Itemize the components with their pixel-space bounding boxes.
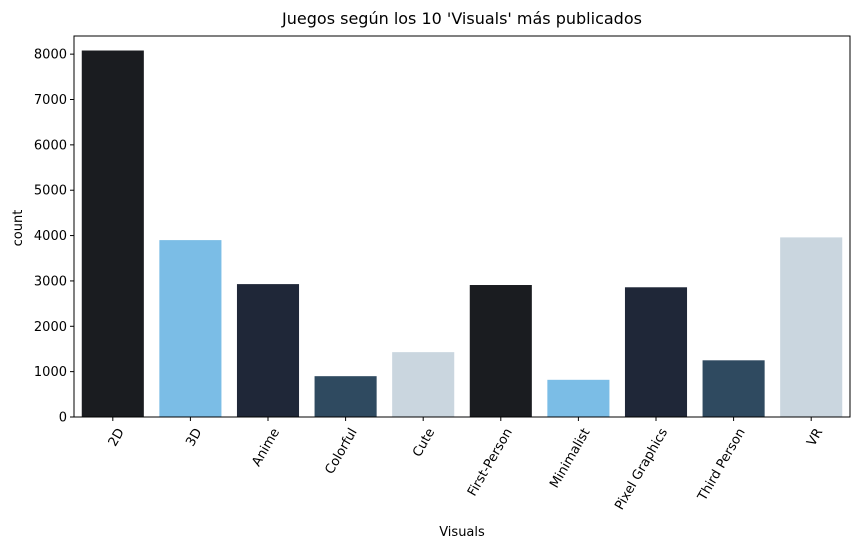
plot-frame <box>73 35 851 418</box>
x-tick-label: Colorful <box>323 426 361 477</box>
y-tick-label: 7000 <box>34 93 67 108</box>
bar-anime <box>236 284 300 417</box>
x-tick-label: 2D <box>106 426 128 449</box>
bar-minimalist <box>547 379 610 417</box>
bar-cute <box>392 352 455 417</box>
bar-third-person <box>702 360 765 417</box>
chart-title: Juegos según los 10 'Visuals' más public… <box>281 9 642 28</box>
bar-first-person <box>469 285 532 417</box>
y-axis-label: count <box>11 210 26 247</box>
bar-pixel-graphics <box>624 287 688 417</box>
y-axis: 0 1000 2000 3000 4000 5000 6000 7000 8000 <box>34 48 74 426</box>
x-tick-label: Minimalist <box>547 426 593 491</box>
x-axis: 2D 3D Anime Colorful Cute First-Person Minimal… <box>106 417 826 513</box>
x-tick-label: Pixel Graphics <box>612 426 671 513</box>
y-tick-label: 8000 <box>34 48 67 63</box>
y-tick-label: 3000 <box>34 274 67 289</box>
x-axis-label: Visuals <box>439 525 485 540</box>
x-tick-label: 3D <box>183 426 205 449</box>
y-tick-label: 0 <box>59 411 67 426</box>
y-tick-label: 4000 <box>34 229 67 244</box>
y-tick-label: 5000 <box>34 184 67 199</box>
bar-colorful <box>314 376 377 417</box>
bar-vr <box>780 237 843 417</box>
bar-2d <box>81 50 144 418</box>
y-tick-label: 1000 <box>34 365 67 380</box>
x-tick-label: VR <box>804 426 826 449</box>
x-tick-label: Third Person <box>695 426 749 505</box>
x-tick-label: Anime <box>249 426 283 469</box>
bars-group <box>81 50 843 418</box>
x-tick-label: Cute <box>410 426 438 460</box>
bar-3d <box>159 240 222 417</box>
y-tick-label: 2000 <box>34 320 67 335</box>
y-tick-label: 6000 <box>34 138 67 153</box>
x-tick-label: First-Person <box>465 426 516 499</box>
